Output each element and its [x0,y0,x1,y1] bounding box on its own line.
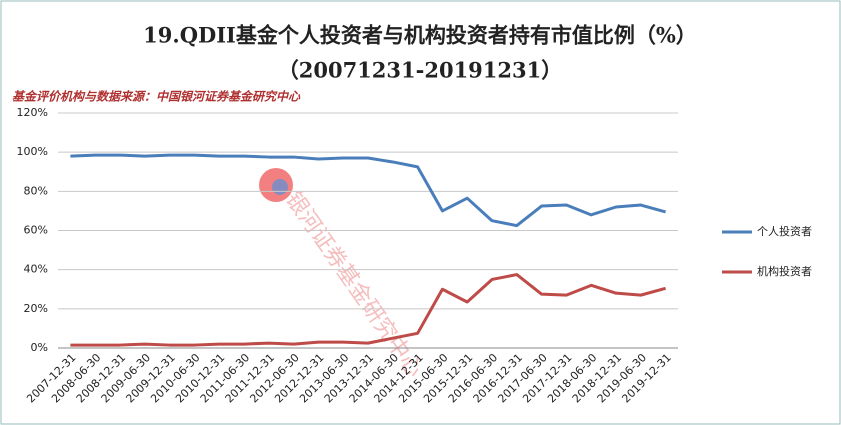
series-line [70,273,666,347]
legend-label: 机构投资者 [757,264,812,278]
chart-subtitle: （20071231-20191231） [278,58,563,83]
y-tick-label: 100% [17,145,48,158]
chart-title: 19.QDII基金个人投资者与机构投资者持有市值比例（%） [143,23,697,48]
legend-label: 个人投资者 [757,224,812,238]
y-tick-label: 20% [24,302,48,315]
y-tick-label: 80% [24,184,48,197]
y-tick-label: 120% [17,106,48,119]
series-line [70,153,666,228]
y-tick-label: 40% [24,263,48,276]
y-tick-label: 60% [24,224,48,237]
source-note: 基金评价机构与数据来源：中国银河证券基金研究中心 [12,90,301,104]
y-tick-label: 0% [31,341,48,354]
